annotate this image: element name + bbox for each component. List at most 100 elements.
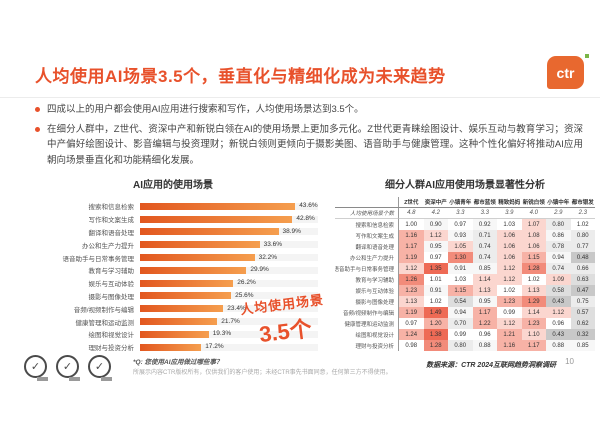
bar-track: 26.2% [140,279,318,287]
heatmap-row-label: 摄影与图像处理 [335,296,399,307]
heatmap-cell: 1.30 [448,252,473,263]
heatmap-cell: 0.92 [472,219,497,230]
heatmap-cell: 1.12 [497,263,522,274]
heatmap-cell: 0.78 [546,241,571,252]
heatmap-cell: 1.02 [423,296,448,307]
heatmap-column-header: Z世代 [399,197,424,208]
certification-badge-icon: ✓ [24,355,48,381]
heatmap-cell: 1.19 [399,252,424,263]
heatmap-column-header: 小镇青年 [448,197,473,208]
heatmap-cell: 1.16 [497,340,522,351]
bar-value-label: 25.6% [235,291,254,299]
heatmap-cell: 0.97 [423,252,448,263]
heatmap-cell: 1.16 [399,230,424,241]
heatmap-cell: 1.15 [521,252,546,263]
bar-value-label: 33.6% [263,240,283,248]
bar-row: 摄影与图像处理 25.6% [28,290,328,303]
heatmap-row-label: 搜索和信息检索 [335,219,399,230]
heatmap-cell: 1.28 [521,263,546,274]
bar-chart-title: AI应用的使用场景 [133,180,213,191]
heatmap-cell: 0.74 [472,241,497,252]
bar-fill [140,266,247,274]
heatmap-cell: 1.29 [521,296,546,307]
bar-row: 健康管理和运动监测 21.7% [28,315,328,328]
heatmap-cell: 0.58 [546,285,571,296]
heatmap-row-label: 办公和生产力提升 [335,252,399,263]
heatmap-cell: 1.12 [497,274,522,285]
bar-row: 搜索和信息检索 43.6% [28,200,328,213]
bar-track: 21.7% [140,317,318,326]
bar-track: 17.2% [140,343,318,351]
bar-value-label: 23.4% [227,304,246,312]
bar-rows: 搜索和信息检索 43.6% 写作和文案生成 42.8% 翻译和语音处理 38.9% 办公和生… [28,200,328,354]
bar-row: 写作和文案生成 42.8% [28,213,328,226]
bar-fill [140,292,232,300]
heatmap-cell: 0.57 [570,307,595,318]
title-divider [0,97,600,98]
heatmap-cell: 4.0 [521,208,546,219]
heatmap-cell: 0.85 [472,263,497,274]
bullet-item: 在细分人群中，Z世代、资深中产和新锐白领在AI的使用场景上更加多元化。Z世代更青… [35,122,583,168]
heatmap-cell: 0.48 [570,252,595,263]
heatmap-cell: 1.23 [399,285,424,296]
heatmap-cell: 1.12 [399,263,424,274]
bar-category-label: 娱乐与互动体验 [88,281,135,289]
bar-value-label: 42.8% [296,215,315,223]
heatmap-cell: 0.75 [570,296,595,307]
heatmap-cell: 0.80 [570,230,595,241]
heatmap-cell: 1.06 [497,252,522,263]
heatmap-cell: 0.98 [399,340,424,351]
heatmap-cell: 1.02 [570,219,595,230]
bar-row: 音频/视频制作与编辑 23.4% [28,302,328,315]
heatmap-cell: 1.06 [521,241,546,252]
bar-row: 教育与学习辅助 29.9% [28,264,328,277]
bar-fill [140,241,260,249]
heatmap-cell: 0.94 [546,252,571,263]
heatmap-cell: 1.28 [423,340,448,351]
heatmap-cell: 0.93 [448,230,473,241]
bar-category-label: 健康管理和运动监测 [75,319,135,327]
heatmap-cell: 0.77 [570,241,595,252]
heatmap-cell: 0.43 [546,296,571,307]
bar-track: 19.3% [140,330,318,338]
heatmap-column-header: 都市蓝领 [472,197,497,208]
bar-value-label: 17.2% [205,343,224,351]
heatmap-cell: 0.85 [570,340,595,351]
heatmap-cell: 0.80 [546,219,571,230]
heatmap-cell: 1.19 [399,307,424,318]
heatmap-cell: 0.91 [423,285,448,296]
page-title: 人均使用AI场景3.5个，垂直化与精细化成为未来趋势 [35,67,446,86]
heatmap-cell: 1.03 [448,274,473,285]
bar-value-label: 32.2% [258,253,278,261]
heatmap-cell: 2.9 [546,208,571,219]
heatmap-cell: 0.97 [399,318,424,329]
heatmap-row-label: 音频/视频制作与编辑 [335,307,399,318]
copyright-note: 所展示内容CTR版权所有，仅供我们的客户使用；未经CTR事先书面同意，任何第三方… [133,370,392,376]
heatmap-cell: 1.15 [448,285,473,296]
heatmap-cell: 0.54 [448,296,473,307]
bar-fill [140,279,234,287]
bar-value-label: 38.9% [282,227,301,235]
heatmap-cell: 1.09 [546,274,571,285]
bar-chart: AI应用的使用场景 搜索和信息检索 43.6% 写作和文案生成 42.8% 翻译和语音处… [28,176,328,354]
question-footnote: *Q: 您使用AI应用做过哪些事？ [133,359,223,366]
bar-fill [140,202,296,210]
heatmap-cell: 0.99 [448,329,473,340]
bar-row: 绘图和视觉设计 19.3% [28,328,328,341]
heatmap-cell: 0.90 [423,219,448,230]
heatmap-row-label: 绘图和视觉设计 [335,329,399,340]
bar-category-label: 理财与投资分析 [88,345,135,353]
heatmap-cell: 0.96 [472,329,497,340]
heatmap-cell: 1.20 [423,318,448,329]
heatmap-cell: 0.80 [448,340,473,351]
heatmap-cell: 1.01 [423,274,448,285]
bar-value-label: 21.7% [221,317,240,325]
bar-track: 38.9% [140,227,318,236]
heatmap-cell: 1.14 [521,307,546,318]
heatmap-row-label: 健康管理和运动监测 [335,318,399,329]
heatmap-cell: 1.13 [521,285,546,296]
heatmap-cell: 0.91 [448,263,473,274]
heatmap-cell: 1.23 [497,296,522,307]
heatmap-cell: 0.32 [570,329,595,340]
page-number: 10 [565,357,574,366]
